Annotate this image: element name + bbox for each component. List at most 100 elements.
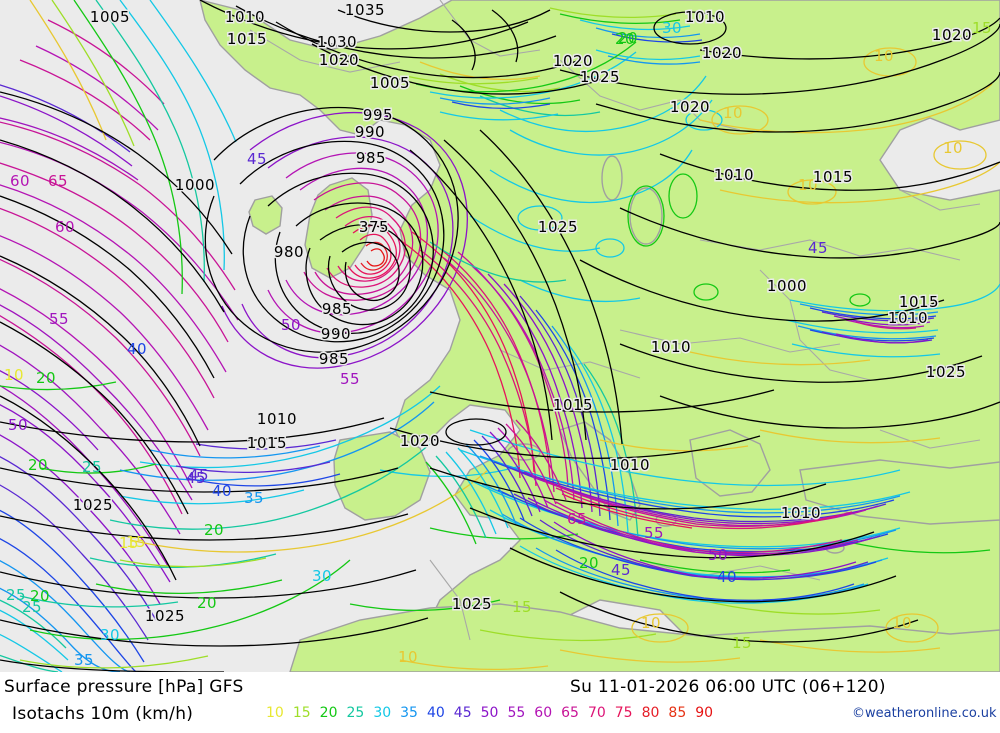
isotach-label: 10	[398, 648, 418, 666]
isotach-colour-legend: 10 15 20 25 30 35 40 45 50 55 60 65 70 75 80 85 90	[266, 706, 713, 720]
legend-entry-15: 15	[292, 705, 311, 721]
isobar-contours	[0, 0, 1000, 672]
isobar-label: 1010	[685, 8, 725, 26]
legend-entry-10: 10	[266, 705, 284, 721]
isotach-label: 20	[615, 30, 635, 48]
isotach-label: 20	[204, 521, 224, 539]
isotach-label: 10	[723, 104, 743, 122]
isobar-label: 1005	[90, 8, 130, 26]
legend-entry-65: 65	[561, 705, 579, 721]
isobar-label: 375	[359, 218, 389, 236]
legend-entry-90: 90	[695, 705, 714, 721]
isotach-label: 20	[579, 554, 599, 572]
legend-entry-55: 55	[507, 705, 526, 721]
isobar-label: 1010	[714, 166, 754, 184]
isotach-label: 40	[127, 340, 147, 358]
isotach-label: 45	[247, 150, 267, 168]
isobar-label: 1010	[225, 8, 265, 26]
legend-entry-50: 50	[480, 705, 499, 721]
isobar-label: 1015	[899, 293, 939, 311]
copyright-credit: ©weatheronline.co.uk	[852, 706, 997, 721]
legend-entry-70: 70	[587, 705, 606, 721]
isotach-label: 25	[22, 598, 42, 616]
isotach-label: 35	[74, 651, 94, 669]
isotach-label: 35	[244, 489, 264, 507]
isotach-label: 10	[874, 47, 894, 65]
isobar-label: 985	[322, 300, 352, 318]
isotach-label: 20	[618, 29, 638, 47]
isotach-label: 55	[340, 370, 360, 388]
isotach-label: 60	[10, 172, 30, 190]
isobar-label: 1000	[767, 277, 807, 295]
isotach-label: 60	[55, 218, 75, 236]
isobar-label: 1035	[345, 1, 385, 19]
isobar-label: 1020	[932, 26, 972, 44]
legend-entry-75: 75	[614, 705, 633, 721]
chart-title: Surface pressure [hPa] GFS	[4, 677, 244, 697]
isotach-label: 20	[36, 369, 56, 387]
isobar-label: 1010	[610, 456, 650, 474]
isotach-label: 10	[798, 176, 818, 194]
isotach-label: 65	[48, 172, 68, 190]
legend-entry-20: 20	[319, 705, 338, 721]
isobar-label: 980	[274, 243, 304, 261]
isotach-label: 10	[943, 139, 963, 157]
isotach-label: 45	[808, 239, 828, 257]
legend-entry-60: 60	[534, 705, 553, 721]
isobar-label: 1030	[317, 33, 357, 51]
isotach-contours	[0, 0, 1000, 672]
isotach-label: 20	[28, 456, 48, 474]
isotach-label: 40	[717, 568, 737, 586]
isobar-label: 1000	[175, 176, 215, 194]
legend-entry-45: 45	[453, 705, 472, 721]
isobar-label: 1005	[370, 74, 410, 92]
isotach-label: 55	[644, 524, 664, 542]
isobar-label: 1010	[888, 309, 928, 327]
isobar-label: 1010	[781, 504, 821, 522]
isobar-label: 1025	[73, 496, 113, 514]
isotach-label: 30	[312, 567, 332, 585]
isotach-label: 45	[611, 561, 631, 579]
isotach-label: 20	[30, 587, 50, 605]
isotach-label: 15	[119, 534, 139, 552]
isotach-label: 50	[708, 546, 728, 564]
isotach-label: 45	[189, 466, 209, 484]
isotach-label: 10	[641, 614, 661, 632]
isotach-label: 15	[126, 533, 146, 551]
isotach-label: 20	[197, 594, 217, 612]
isotach-label: 25	[6, 586, 26, 604]
isobar-label: 985	[319, 350, 349, 368]
isobar-label: 1015	[227, 30, 267, 48]
isobar-label: 1025	[452, 595, 492, 613]
isotach-label: 45	[186, 469, 206, 487]
isobar-label: 1015	[553, 396, 593, 414]
isotach-label: 55	[49, 310, 69, 328]
isotach-label: 40	[212, 482, 232, 500]
isotach-label: 15	[972, 19, 992, 37]
isobar-label: 985	[356, 149, 386, 167]
isobar-label: 1020	[319, 51, 359, 69]
isotach-label: 15	[512, 598, 532, 616]
weather-map-canvas: 10 20 60 65 60 55 50 25 20 35 20 25 15 20 30 40 50 45 55 45…	[0, 0, 1000, 672]
isobar-label: 1010	[651, 338, 691, 356]
isotach-label: 10	[892, 614, 912, 632]
isotach-label: 50	[281, 316, 301, 334]
isotach-label: 25	[82, 458, 102, 476]
isotach-label: 30	[662, 19, 682, 37]
legend-entry-80: 80	[641, 705, 660, 721]
isobar-label: 1015	[247, 434, 287, 452]
isobar-label: 1015	[813, 168, 853, 186]
isobar-label: 1020	[702, 44, 742, 62]
chart-valid-datetime: Su 11-01-2026 06:00 UTC (06+120)	[570, 677, 886, 697]
isotach-label: 50	[8, 416, 28, 434]
isotach-label: 65	[567, 510, 587, 528]
isobar-label: 1025	[926, 363, 966, 381]
legend-entry-25: 25	[346, 705, 365, 721]
isobar-label: 1025	[538, 218, 578, 236]
isobar-label: 1020	[400, 432, 440, 450]
legend-entry-85: 85	[668, 705, 687, 721]
